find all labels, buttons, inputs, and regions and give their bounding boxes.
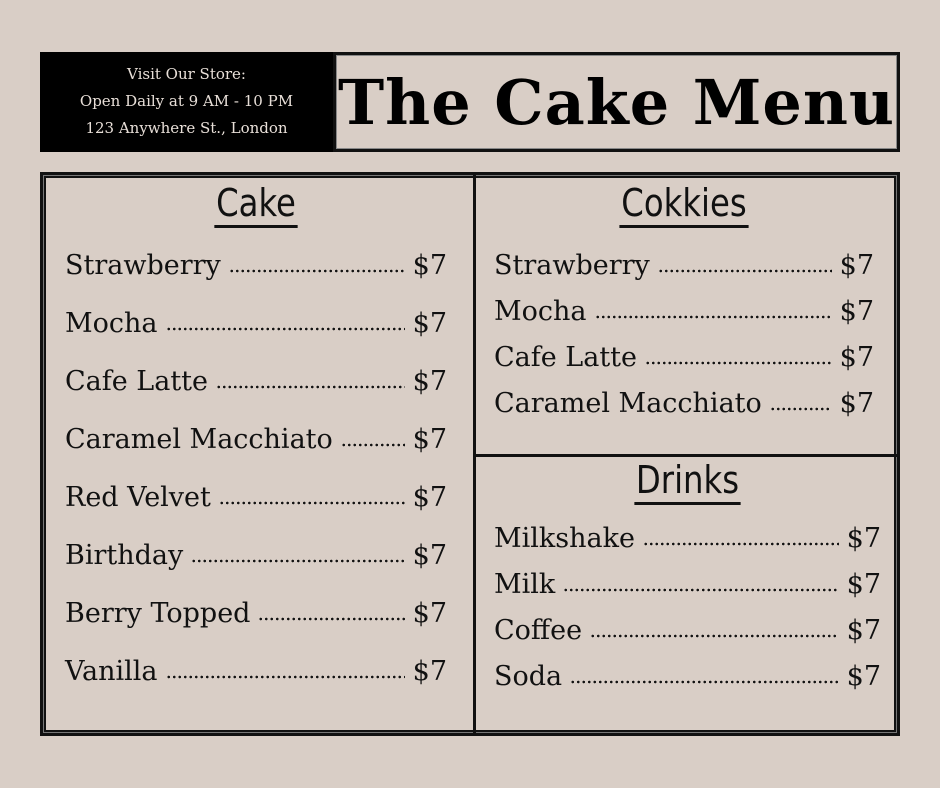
item-name: Cafe Latte [494, 342, 638, 373]
menu-item: Milkshake $7 [494, 523, 881, 569]
dot-leader [228, 269, 405, 273]
dot-leader [769, 407, 832, 411]
menu-item: Cafe Latte $7 [494, 342, 874, 388]
item-name: Cafe Latte [65, 366, 209, 397]
item-name: Milkshake [494, 523, 635, 554]
menu-item: Red Velvet $7 [65, 482, 447, 540]
item-price: $7 [846, 615, 881, 646]
item-price: $7 [839, 250, 874, 281]
menu-item: Berry Topped $7 [65, 598, 447, 656]
dot-leader [218, 501, 405, 505]
menu-item: Cafe Latte $7 [65, 366, 447, 424]
section-heading: Cokkies [523, 181, 846, 228]
item-name: Coffee [494, 615, 583, 646]
item-price: $7 [412, 540, 447, 571]
dot-leader [258, 617, 405, 621]
item-name: Vanilla [65, 656, 158, 687]
section-heading: Drinks [523, 458, 852, 505]
dot-leader [594, 315, 832, 319]
dot-leader [645, 361, 832, 365]
menu-header: Visit Our Store: Open Daily at 9 AM - 10… [40, 52, 900, 152]
menu-item: Soda $7 [494, 661, 881, 707]
title-box: The Cake Menu [333, 52, 900, 152]
item-price: $7 [412, 424, 447, 455]
item-name: Birthday [65, 540, 184, 571]
item-name: Caramel Macchiato [494, 388, 762, 419]
drinks-section: Drinks Milkshake $7 Milk $7 Coffee $7 Soda $7 [494, 458, 881, 707]
dot-leader [570, 680, 839, 684]
item-name: Red Velvet [65, 482, 211, 513]
item-price: $7 [846, 569, 881, 600]
item-name: Soda [494, 661, 563, 692]
menu-item: Caramel Macchiato $7 [65, 424, 447, 482]
item-price: $7 [412, 250, 447, 281]
item-price: $7 [412, 366, 447, 397]
store-info-heading: Visit Our Store: [127, 65, 246, 83]
item-price: $7 [412, 598, 447, 629]
horizontal-divider [475, 454, 897, 457]
item-name: Caramel Macchiato [65, 424, 333, 455]
store-address: 123 Anywhere St., London [85, 119, 288, 137]
dot-leader [340, 443, 405, 447]
item-name: Berry Topped [65, 598, 251, 629]
menu-item: Mocha $7 [494, 296, 874, 342]
item-name: Milk [494, 569, 556, 600]
dot-leader [165, 327, 405, 331]
dot-leader [590, 634, 839, 638]
menu-item: Mocha $7 [65, 308, 447, 366]
menu-panel: Cake Strawberry $7 Mocha $7 Cafe Latte $7 Cara… [40, 172, 900, 736]
item-name: Mocha [494, 296, 587, 327]
item-price: $7 [839, 388, 874, 419]
item-price: $7 [846, 523, 881, 554]
menu-item: Caramel Macchiato $7 [494, 388, 874, 434]
item-name: Strawberry [494, 250, 650, 281]
item-price: $7 [846, 661, 881, 692]
item-price: $7 [839, 296, 874, 327]
item-price: $7 [839, 342, 874, 373]
menu-item: Strawberry $7 [494, 250, 874, 296]
menu-item: Vanilla $7 [65, 656, 447, 714]
item-name: Strawberry [65, 250, 221, 281]
item-price: $7 [412, 656, 447, 687]
cookies-section: Cokkies Strawberry $7 Mocha $7 Cafe Latte $7 C… [494, 181, 874, 434]
store-info-box: Visit Our Store: Open Daily at 9 AM - 10… [40, 52, 333, 152]
section-heading: Cake [94, 181, 419, 228]
dot-leader [191, 559, 405, 563]
menu-title: The Cake Menu [338, 65, 895, 139]
dot-leader [642, 542, 839, 546]
item-price: $7 [412, 482, 447, 513]
item-name: Mocha [65, 308, 158, 339]
menu-item: Birthday $7 [65, 540, 447, 598]
menu-item: Milk $7 [494, 569, 881, 615]
vertical-divider [473, 175, 476, 733]
menu-item: Coffee $7 [494, 615, 881, 661]
store-hours: Open Daily at 9 AM - 10 PM [79, 92, 294, 110]
cake-section: Cake Strawberry $7 Mocha $7 Cafe Latte $7 Cara… [65, 181, 447, 714]
dot-leader [165, 675, 405, 679]
menu-item: Strawberry $7 [65, 250, 447, 308]
item-price: $7 [412, 308, 447, 339]
dot-leader [657, 269, 832, 273]
dot-leader [563, 588, 839, 592]
dot-leader [216, 385, 405, 389]
